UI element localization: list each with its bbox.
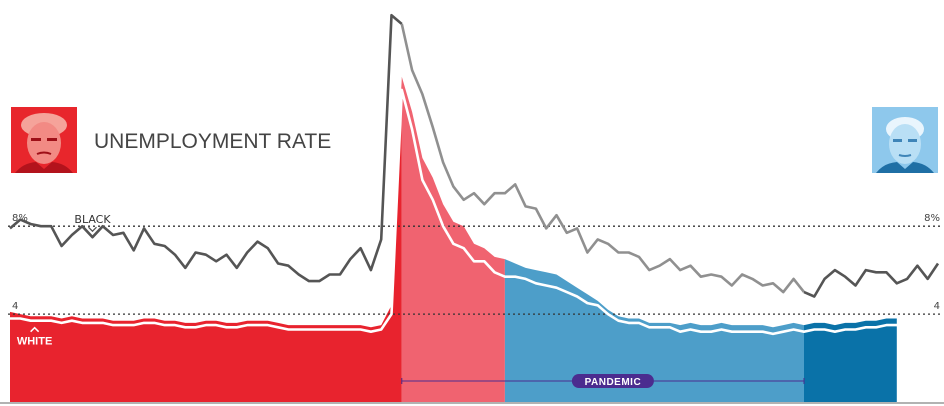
y-tick-label-left-4: 4 — [12, 301, 18, 312]
series-line-white — [10, 88, 938, 336]
y-tick-label-right-4: 4 — [934, 301, 940, 312]
series-label-white: WHITE — [17, 336, 52, 348]
series-line-black-b — [400, 23, 806, 294]
pandemic-label: PANDEMIC — [585, 377, 642, 388]
chart-labels: BLACK WHITE PANDEMIC — [17, 213, 805, 388]
period-area-3 — [504, 259, 804, 402]
period-area-4 — [804, 318, 897, 402]
pandemic-pill — [571, 374, 654, 388]
black-label-caret — [88, 226, 97, 233]
series-label-black: BLACK — [74, 213, 111, 226]
period-area-1 — [10, 76, 402, 402]
left-portrait-photo — [11, 107, 77, 173]
period-area-2 — [401, 76, 505, 402]
series-line-black-a — [9, 13, 403, 283]
chart-title: UNEMPLOYMENT RATE — [94, 130, 331, 153]
period-areas — [0, 76, 944, 404]
series-line-black-c — [803, 262, 940, 298]
series-lines — [9, 13, 940, 336]
y-tick-label-right-8: 8% — [924, 213, 940, 224]
right-portrait-photo — [872, 107, 938, 173]
white-label-caret — [30, 326, 40, 333]
